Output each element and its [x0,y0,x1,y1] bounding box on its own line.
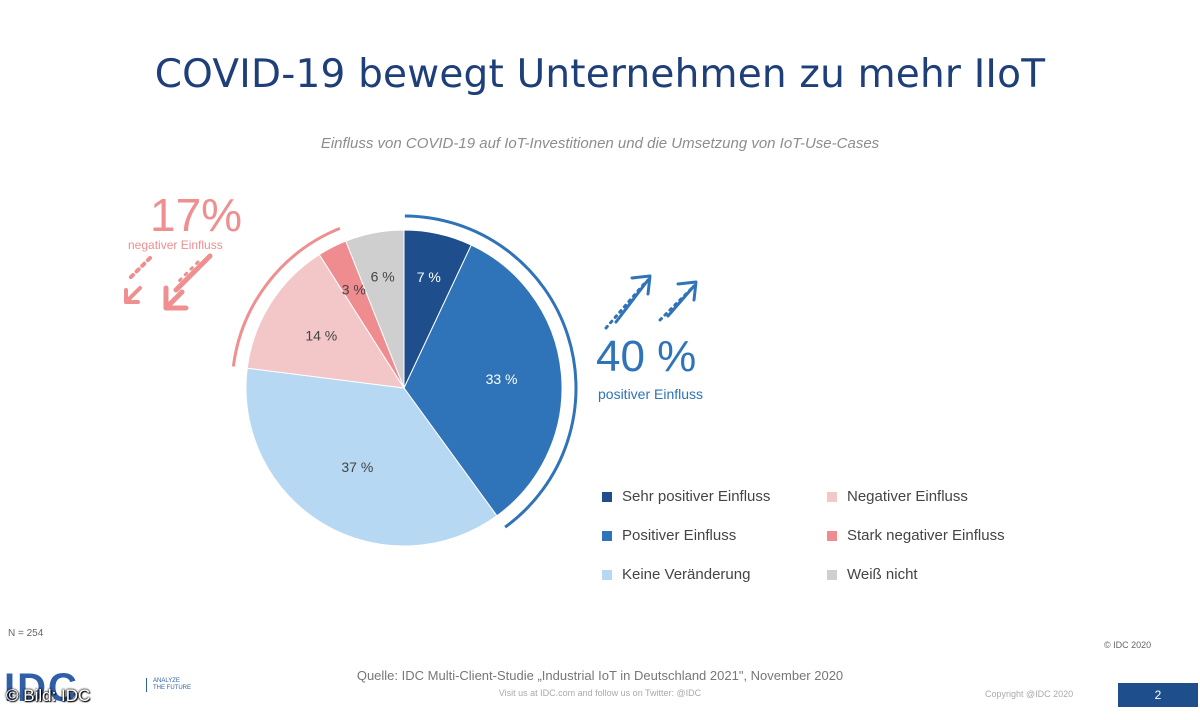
negative-label: negativer Einfluss [128,238,223,252]
legend-label: Sehr positiver Einfluss [622,488,771,505]
chart-title: COVID-19 bewegt Unternehmen zu mehr IIoT [154,52,1046,97]
chart-subtitle: Einfluss von COVID-19 auf IoT-Investitio… [320,135,880,152]
copyright-small: © IDC 2020 [1104,640,1152,650]
legend-swatch [602,491,612,502]
positive-bracket [404,214,578,529]
legend-swatch [827,530,837,541]
sample-size: N = 254 [8,628,44,639]
legend-item-negativ: Negativer Einfluss [827,488,968,505]
idc-tagline: ANALYZE THE FUTURE [146,678,193,692]
legend-swatch [602,530,612,541]
positive-label: positiver Einfluss [598,386,704,402]
legend-label: Positiver Einfluss [622,527,737,544]
slice-label: 14 % [305,328,337,344]
image-credit-watermark: © Bild: IDC [6,686,91,705]
idc-logo: IDC [4,666,79,710]
source-note: Quelle: IDC Multi-Client-Studie „Industr… [356,668,844,683]
slice-label: 3 % [342,281,366,297]
legend-swatch [827,569,837,580]
page-number: 2 [1118,683,1198,707]
legend-item-keine-veraenderung: Keine Veränderung [602,566,750,583]
positive-arrows-icon [604,274,698,330]
legend-item-positiv: Positiver Einfluss [602,527,736,544]
pie-slice [345,229,405,389]
legend-label: Negativer Einfluss [847,488,968,505]
legend-item-weiss-nicht: Weiß nicht [827,566,918,583]
pie-slice [403,244,563,517]
negative-percent: 17% [150,189,243,241]
slice-label: 6 % [371,268,395,284]
legend-item-sehr-positiv: Sehr positiver Einfluss [602,488,770,505]
negative-bracket [231,227,341,367]
legend-swatch [827,491,837,502]
pie-slice [246,253,405,389]
visit-note: Visit us at IDC.com and follow us on Twi… [498,688,702,698]
legend-label: Stark negativer Einfluss [847,527,1005,544]
legend-label: Weiß nicht [847,566,918,583]
slice-label: 33 % [486,371,518,387]
legend-label: Keine Veränderung [622,566,751,583]
positive-percent: 40 % [596,332,697,381]
slice-label: 7 % [417,269,441,285]
legend-item-stark-negativ: Stark negativer Einfluss [827,527,1005,544]
negative-arrows-icon [124,253,213,311]
slice-label: 37 % [341,459,373,475]
copyright-footer: Copyright @IDC 2020 [985,689,1074,699]
legend-swatch [602,569,612,580]
pie-slice [245,367,498,547]
